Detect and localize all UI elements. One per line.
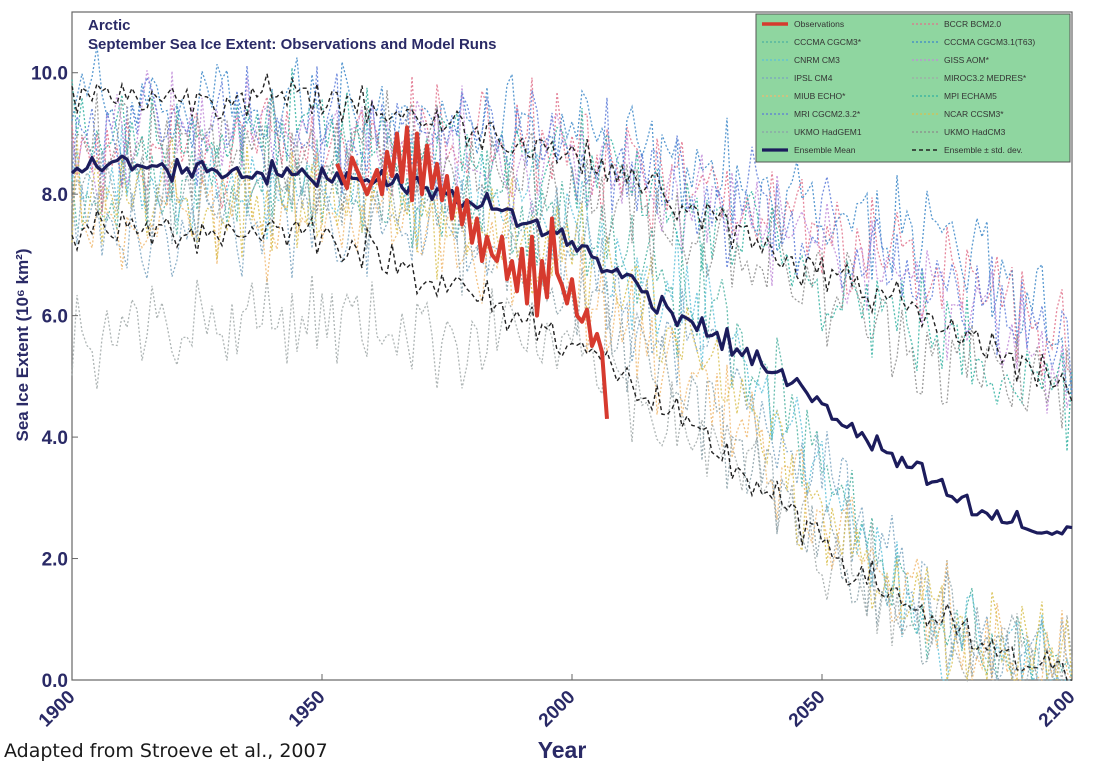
chart-subtitle: September Sea Ice Extent: Observations a… (88, 36, 496, 53)
legend-label-left-4: MIUB ECHO* (794, 91, 846, 101)
ensemble-mean-line (70, 154, 1073, 536)
legend-label-right-3: MIROC3.2 MEDRES* (944, 73, 1027, 83)
y-tick-label: 2.0 (42, 550, 68, 571)
y-tick-label: 10.0 (31, 64, 68, 85)
y-tick-label: 6.0 (42, 307, 68, 328)
legend-box (755, 13, 1071, 163)
chart-title: Arctic (88, 17, 131, 34)
legend-label-right-7: Ensemble ± std. dev. (944, 145, 1023, 155)
series-5-line (71, 70, 1073, 414)
x-tick-label: 2000 (535, 687, 580, 732)
series-6-line (71, 158, 1073, 682)
series-9-line (71, 67, 1073, 452)
series-15-upper (71, 73, 1073, 402)
chart-legend: Observations CCCMA CGCM3* CNRM CM3 IPSL CM4… (755, 13, 1071, 163)
legend-label-right-1: CCCMA CGCM3.1(T63) (944, 37, 1035, 47)
x-tick-label: 2100 (1035, 687, 1080, 732)
observations-line (335, 125, 609, 420)
y-tick-label: 0.0 (42, 671, 68, 692)
x-tick-label: 1950 (285, 687, 330, 732)
y-tick-label: 8.0 (42, 185, 68, 206)
series-15-lower (71, 208, 1072, 681)
series-layer (70, 45, 1073, 683)
series-12-line (71, 125, 1072, 681)
series-3-line (71, 45, 1073, 394)
legend-label-left-7: Ensemble Mean (794, 145, 856, 155)
x-axis-label: Year (538, 737, 587, 763)
legend-label-right-0: BCCR BCM2.0 (944, 19, 1001, 29)
legend-label-right-5: NCAR CCSM3* (944, 109, 1004, 119)
legend-label-left-6: UKMO HadGEM1 (794, 127, 862, 137)
y-tick-label: 4.0 (42, 428, 68, 449)
x-tick-label: 2050 (785, 687, 830, 732)
legend-label-right-4: MPI ECHAM5 (944, 91, 997, 101)
legend-label-right-6: UKMO HadCM3 (944, 127, 1006, 137)
legend-label-left-5: MRI CGCM2.3.2* (794, 109, 861, 119)
legend-label-left-2: CNRM CM3 (794, 55, 840, 65)
legend-label-left-0: Observations (794, 19, 844, 29)
legend-label-left-3: IPSL CM4 (794, 73, 833, 83)
x-tick-label: 1900 (35, 687, 80, 732)
legend-label-left-1: CCCMA CGCM3* (794, 37, 862, 47)
source-note: Adapted from Stroeve et al., 2007 (4, 740, 328, 762)
legend-label-right-2: GISS AOM* (944, 55, 990, 65)
y-axis-label: Sea Ice Extent (10⁶ km²) (13, 248, 32, 441)
